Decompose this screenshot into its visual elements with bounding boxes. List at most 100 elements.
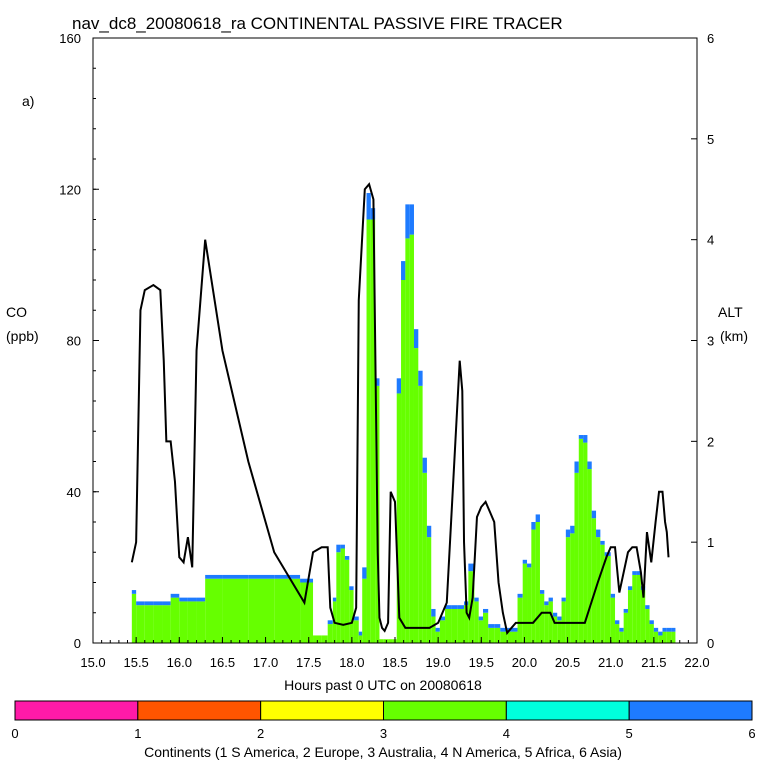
co-bar-asia (349, 586, 354, 591)
x-tick-label: 17.5 (296, 655, 321, 670)
co-bar-namerica (488, 627, 495, 643)
co-bar-namerica (379, 639, 384, 643)
co-bar-namerica (418, 385, 423, 643)
co-bar-namerica (366, 219, 371, 643)
co-bar-namerica (604, 556, 611, 643)
co-bar-asia (591, 510, 597, 519)
co-bar-namerica (478, 620, 484, 643)
co-bar-asia (418, 370, 423, 386)
co-bar-namerica (619, 631, 624, 643)
x-tick-label: 19.0 (425, 655, 450, 670)
co-bar-namerica (570, 533, 575, 643)
co-bar-namerica (645, 608, 650, 643)
co-bar-asia (627, 586, 633, 591)
co-bar-asia (535, 514, 540, 522)
co-bar-namerica (615, 624, 620, 643)
y-left-tick-label: 80 (67, 334, 81, 349)
co-bar-namerica (196, 601, 206, 643)
co-bar-asia (131, 590, 137, 594)
co-bar-asia (153, 601, 163, 606)
x-tick-label: 20.0 (512, 655, 537, 670)
co-bar-namerica (649, 624, 654, 643)
y-right-tick-label: 0 (707, 636, 714, 651)
co-bar-namerica (600, 544, 605, 643)
x-tick-label: 15.0 (80, 655, 105, 670)
panel-label: a) (22, 93, 34, 109)
co-bar-namerica (583, 442, 588, 643)
co-bar-asia (405, 204, 410, 239)
x-tick-label: 20.5 (555, 655, 580, 670)
co-bar-asia (662, 627, 667, 632)
co-bar-asia (300, 578, 314, 583)
y-right-unit: (km) (720, 328, 748, 344)
x-tick-label: 15.5 (123, 655, 148, 670)
co-bar-asia (671, 627, 676, 632)
co-bar-namerica (565, 537, 571, 643)
colorbar-tick-label: 2 (257, 726, 264, 741)
colorbar-tick-label: 0 (11, 726, 18, 741)
co-bar-namerica (451, 608, 458, 643)
x-tick-label: 22.0 (684, 655, 709, 670)
co-bar-namerica (596, 537, 601, 643)
co-bar-namerica (539, 593, 545, 643)
colorbar: 0 1 2 3 4 5 6 (11, 700, 756, 741)
co-bar-asia (375, 378, 380, 386)
co-bar-asia (426, 525, 432, 538)
altitude-layer (130, 182, 670, 636)
co-bar-asia (144, 601, 154, 606)
co-bar-asia (632, 571, 637, 575)
chart-title: nav_dc8_20080618_ra CONTINENTAL PASSIVE … (72, 14, 563, 33)
co-bar-asia (561, 597, 566, 602)
co-bar-asia (362, 567, 367, 579)
co-bar-asia (401, 261, 406, 280)
co-bar-asia (531, 522, 536, 530)
co-bar-asia (457, 605, 465, 609)
bar-layer (131, 193, 676, 643)
co-bar-asia (557, 616, 562, 621)
co-bar-asia (653, 627, 659, 632)
co-bar-asia (570, 525, 575, 534)
co-bar-asia (474, 597, 479, 602)
x-axis-label: Hours past 0 UTC on 20080618 (284, 677, 482, 693)
y-right-tick-label: 5 (707, 132, 714, 147)
co-bar-namerica (401, 280, 406, 643)
co-bar-namerica (507, 631, 512, 643)
co-bar-namerica (388, 639, 393, 643)
x-tick-label: 17.0 (253, 655, 278, 670)
x-tick-label: 19.5 (469, 655, 494, 670)
y-right-tick-label: 4 (707, 233, 714, 248)
co-bar-namerica (431, 616, 436, 643)
co-bar-asia (583, 435, 588, 443)
co-bar-asia (327, 620, 333, 625)
co-bar-namerica (578, 438, 584, 643)
colorbar-tick-label: 1 (134, 726, 141, 741)
co-bar-asia (451, 605, 458, 609)
co-bar-asia (544, 601, 549, 606)
co-bar-asia (431, 608, 436, 617)
co-bar-asia (248, 574, 275, 579)
co-bar-namerica (426, 537, 432, 643)
co-bar-asia (353, 616, 359, 621)
co-bar-namerica (552, 616, 558, 643)
colorbar-tick-label: 5 (626, 726, 633, 741)
co-bar-asia (600, 540, 605, 545)
x-tick-label: 18.5 (382, 655, 407, 670)
co-bar-asia (539, 590, 545, 594)
co-bar-namerica (511, 631, 518, 643)
co-bar-asia (500, 627, 508, 632)
co-bar-asia (619, 627, 624, 632)
co-bar-asia (596, 529, 601, 538)
co-bar-asia (358, 631, 363, 636)
colorbar-segment (260, 700, 384, 721)
colorbar-tick-label: 4 (503, 726, 510, 741)
co-bar-namerica (483, 612, 489, 643)
co-bar-namerica (662, 631, 667, 643)
co-bar-namerica (144, 605, 154, 643)
plot-frame (92, 37, 698, 644)
co-bar-asia (422, 457, 427, 473)
co-bar-asia (179, 597, 188, 602)
co-bar-namerica (591, 518, 597, 643)
co-bar-namerica (574, 472, 579, 643)
co-bar-namerica (500, 631, 508, 643)
co-bar-namerica (671, 631, 676, 643)
